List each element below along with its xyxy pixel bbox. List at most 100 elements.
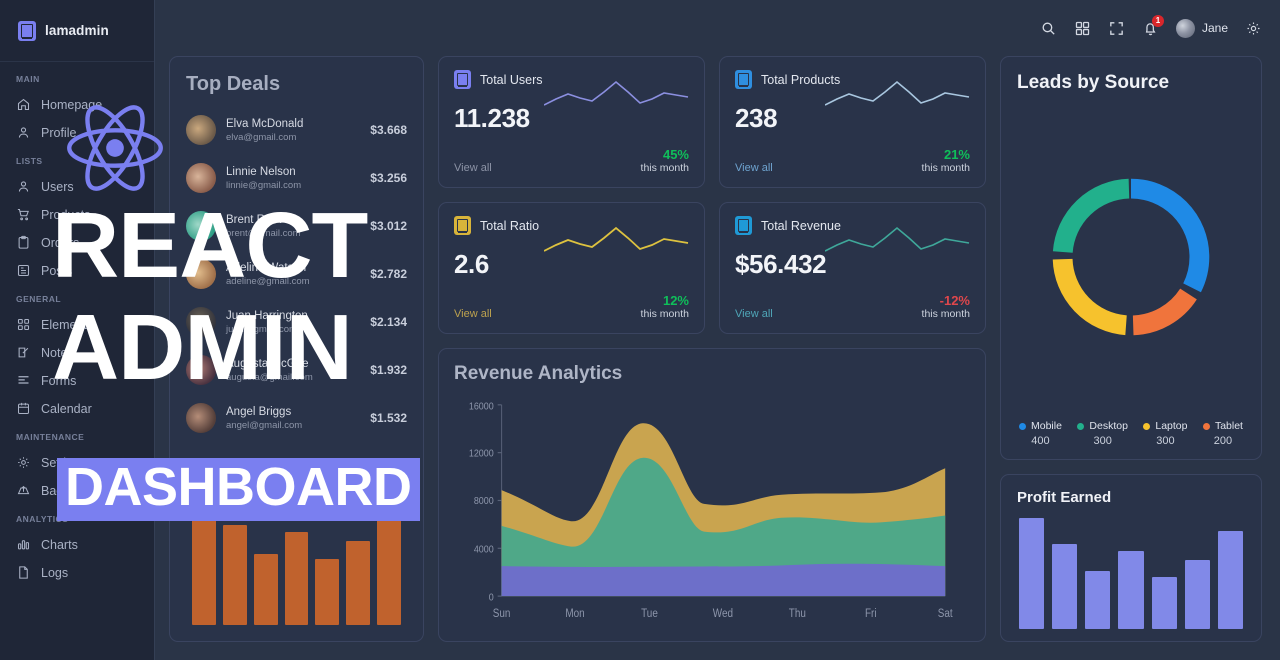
deal-name: Juan Harrington (226, 309, 308, 322)
search-icon[interactable] (1040, 20, 1057, 37)
sidebar-item-label: Orders (41, 235, 80, 250)
sidebar-item-products[interactable]: Products (14, 201, 154, 228)
kpi-title: Total Users (480, 72, 543, 87)
view-all-link[interactable]: View all (454, 162, 492, 174)
bar (1151, 576, 1177, 629)
list-item[interactable]: Juan Harrington juan@gmail.com $2.134 (186, 301, 407, 343)
kpi-period: this month (640, 308, 689, 320)
list-item[interactable]: Angel Briggs angel@gmail.com $1.532 (186, 397, 407, 439)
sidebar-item-users[interactable]: Users (14, 173, 154, 200)
legend-dot (1202, 422, 1210, 430)
sidebar-item-notes[interactable]: Notes (14, 339, 154, 366)
deal-email: elva@gmail.com (226, 131, 297, 143)
list-item[interactable]: Adeline Watson adeline@gmail.com $2.782 (186, 253, 407, 295)
user-menu[interactable]: Jane (1175, 18, 1228, 38)
sidebar-section-main: MAIN (16, 74, 40, 84)
kpi-card-total-products[interactable]: Total Products 238 View all 21% this mon… (719, 56, 986, 188)
sidebar-section-analytics: ANALYTICS (16, 514, 69, 524)
revenue-area-chart: 0 4000 8000 12000 16000 Sun Mon Tue Wed … (454, 391, 970, 633)
home-icon (16, 97, 31, 112)
avatar (186, 163, 216, 193)
sidebar-item-homepage[interactable]: Homepage (14, 91, 154, 118)
brand-name: lamadmin (45, 23, 109, 38)
svg-text:Mon: Mon (565, 607, 584, 620)
bar (192, 511, 216, 625)
sidebar-item-elements[interactable]: Elements (14, 311, 154, 338)
svg-text:Wed: Wed (713, 607, 733, 620)
deal-email: juan@gmail.com (226, 323, 297, 335)
leads-donut-chart (1017, 94, 1245, 420)
legend-item: Mobile 400 (1019, 420, 1062, 447)
sidebar-item-orders[interactable]: Orders (14, 229, 154, 256)
view-all-link[interactable]: View all (735, 162, 773, 174)
kpi-card-total-ratio[interactable]: Total Ratio 2.6 View all 12% this month (438, 202, 705, 334)
list-item[interactable]: Linnie Nelson linnie@gmail.com $3.256 (186, 157, 407, 199)
users-sparkline (544, 80, 689, 106)
bar (1184, 560, 1210, 629)
main-area: 1 Jane Top Deals Elva McDonald (155, 0, 1280, 660)
sidebar-item-calendar[interactable]: Calendar (14, 395, 154, 422)
sidebar-item-backups[interactable]: Backups (14, 477, 154, 504)
sidebar-item-logs[interactable]: Logs (14, 559, 154, 586)
kpi-title: Total Products (761, 72, 841, 87)
kpi-card-total-users[interactable]: Total Users 11.238 View all 45% this mon… (438, 56, 705, 188)
sidebar-item-charts[interactable]: Charts (14, 531, 154, 558)
revenue-analytics-title: Revenue Analytics (454, 363, 623, 384)
svg-text:Sat: Sat (938, 607, 953, 620)
profit-earned-title: Profit Earned (1017, 489, 1112, 506)
revenue-analytics-panel: Revenue Analytics (438, 348, 986, 642)
list-item[interactable]: Elva McDonald elva@gmail.com $3.668 (186, 109, 407, 151)
sidebar-item-settings[interactable]: Settings (14, 449, 154, 476)
kpi-value: 11.238 (454, 102, 530, 133)
deal-name: Adeline Watson (226, 261, 307, 274)
bar-chart-icon (16, 537, 31, 552)
sidebar-section-general: GENERAL (16, 294, 62, 304)
legend-label: Tablet (1214, 420, 1243, 432)
deal-email: adeline@gmail.com (226, 275, 310, 287)
gear-icon[interactable] (1245, 20, 1262, 37)
sidebar-item-label: Charts (41, 537, 78, 552)
bar (284, 531, 309, 625)
legend-item: Tablet 200 (1202, 420, 1243, 447)
kpi-period: this month (640, 162, 689, 174)
kpi-title: Total Revenue (761, 218, 841, 233)
sidebar-item-posts[interactable]: Posts (14, 257, 154, 284)
top-deals-title: Top Deals (186, 73, 281, 95)
legend-label: Desktop (1089, 420, 1128, 432)
leads-legend: Mobile 400 Desktop 300 Laptop 300 Tabl (1017, 420, 1245, 447)
deal-amount: $2.782 (370, 267, 407, 281)
products-sparkline (825, 80, 970, 106)
fullscreen-icon[interactable] (1108, 20, 1125, 37)
notification-badge: 1 (1151, 14, 1164, 27)
legend-value: 300 (1156, 435, 1175, 447)
backup-icon (16, 483, 31, 498)
navbar: 1 Jane (155, 0, 1280, 56)
list-item[interactable]: Augusta McGee augusta@gmail.com $1.932 (186, 349, 407, 391)
view-all-link[interactable]: View all (454, 308, 492, 320)
sidebar-section-maintenance: MAINTENANCE (16, 432, 85, 442)
sidebar-section-lists: LISTS (16, 156, 43, 166)
brand[interactable]: lamadmin (0, 0, 154, 62)
sidebar-item-label: Logs (41, 565, 69, 580)
bar (1052, 543, 1078, 629)
kpi-card-total-revenue[interactable]: Total Revenue $56.432 View all -12% this… (719, 202, 986, 334)
bell-icon[interactable]: 1 (1142, 14, 1164, 37)
sidebar-item-profile[interactable]: Profile (14, 119, 154, 146)
right-column: Leads by Source (1000, 56, 1262, 642)
sidebar-item-forms[interactable]: Forms (14, 367, 154, 394)
apps-grid-icon[interactable] (1074, 20, 1091, 37)
deal-amount: $3.256 (370, 171, 407, 185)
gear-icon (16, 455, 31, 470)
deal-email: linnie@gmail.com (226, 179, 302, 191)
svg-text:8000: 8000 (474, 495, 494, 507)
profit-earned-panel: Profit Earned (1000, 474, 1262, 642)
list-item[interactable]: Brent Reeves brent@gmail.com $3.012 (186, 205, 407, 247)
calendar-icon (16, 401, 31, 416)
total-products-icon (735, 70, 752, 89)
svg-text:4000: 4000 (474, 544, 494, 556)
sidebar-nav: MAIN Homepage Profile LISTS Users Produc… (0, 62, 154, 586)
kpi-value: 2.6 (454, 248, 489, 279)
article-icon (16, 263, 31, 278)
view-all-link[interactable]: View all (735, 308, 773, 320)
